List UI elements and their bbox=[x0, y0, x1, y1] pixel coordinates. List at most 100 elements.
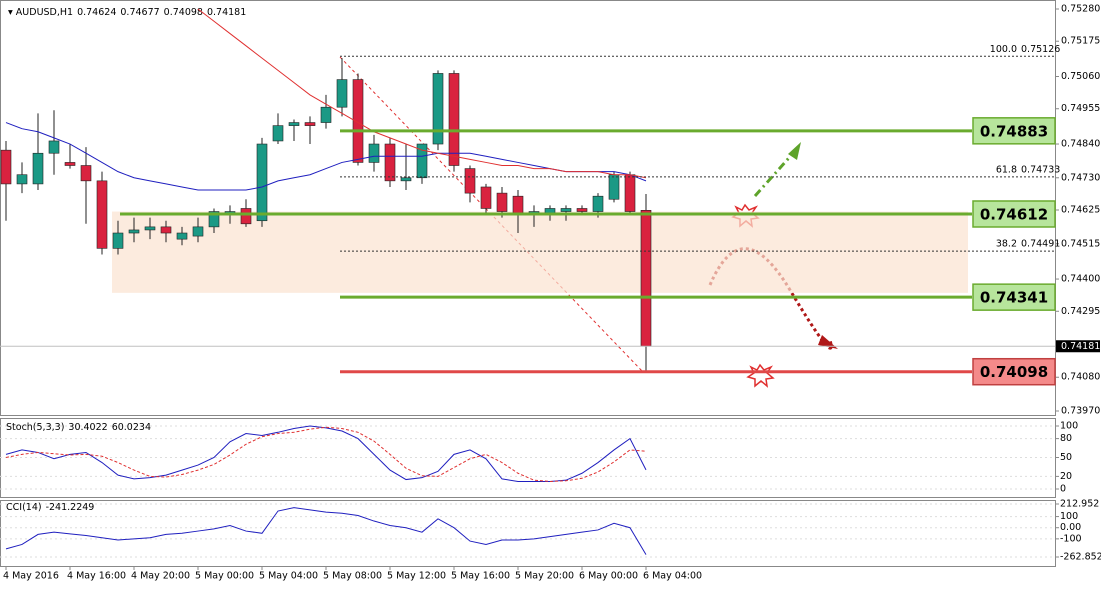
candle-body bbox=[496, 192, 508, 212]
indicator-line bbox=[5, 425, 647, 482]
y-tick-label: 100 bbox=[1060, 511, 1078, 522]
level-label: 0.74612 bbox=[980, 205, 1048, 223]
candle-body bbox=[80, 165, 92, 182]
candle-body bbox=[432, 73, 444, 145]
fib-level: 100.0 bbox=[990, 44, 1017, 55]
y-tick-label: 0.74080 bbox=[1061, 372, 1100, 383]
indicator-label: Stoch(5,3,3) 30.4022 60.0234 bbox=[6, 422, 151, 433]
indicator-value: 60.0234 bbox=[112, 422, 151, 433]
candle-body bbox=[480, 186, 492, 209]
y-tick-label: -262.8524 bbox=[1060, 552, 1101, 563]
y-tick-label: 0.74400 bbox=[1061, 274, 1100, 285]
level-box bbox=[972, 117, 1056, 145]
y-tick-label: 0.73970 bbox=[1061, 406, 1100, 417]
y-tick-label: 100 bbox=[1060, 421, 1078, 432]
candle-body bbox=[192, 226, 204, 237]
x-tick-label: 5 May 00:00 bbox=[195, 571, 254, 582]
y-tick-label: 0.00 bbox=[1060, 522, 1081, 533]
y-tick-label: 0.74625 bbox=[1061, 205, 1100, 216]
candle-body bbox=[64, 162, 76, 166]
candle-body bbox=[624, 174, 636, 212]
indicator-name: CCI(14) bbox=[6, 502, 42, 513]
candle-body bbox=[608, 174, 620, 200]
level-label: 0.74098 bbox=[980, 363, 1048, 381]
level-box bbox=[972, 283, 1056, 311]
x-tick-label: 6 May 00:00 bbox=[579, 571, 638, 582]
candle-body bbox=[208, 211, 220, 228]
candle-body bbox=[592, 195, 604, 212]
candle-body bbox=[48, 140, 60, 154]
y-tick-label: 0.74295 bbox=[1061, 306, 1100, 317]
zone bbox=[112, 211, 968, 293]
y-tick-label: 0 bbox=[1060, 484, 1066, 495]
y-tick-label: 20 bbox=[1060, 471, 1072, 482]
x-tick-label: 4 May 2016 bbox=[3, 571, 59, 582]
candle-body bbox=[288, 122, 300, 126]
symbol: AUDUSD,H1 bbox=[16, 7, 73, 18]
level-label: 0.74341 bbox=[980, 289, 1048, 307]
candle-body bbox=[32, 152, 44, 185]
triangle: ▾ bbox=[8, 7, 16, 18]
down-arrow-head bbox=[818, 335, 838, 349]
y-tick-label: 0.75060 bbox=[1061, 71, 1100, 82]
x-tick-label: 4 May 20:00 bbox=[131, 571, 190, 582]
candle-body bbox=[176, 232, 188, 240]
y-tick-label: 212.952 bbox=[1060, 499, 1099, 510]
candle-body bbox=[240, 208, 252, 225]
candle-body bbox=[464, 168, 476, 194]
close: 0.74181 bbox=[207, 7, 246, 18]
y-tick-label: 0.74955 bbox=[1061, 103, 1100, 114]
moving-average bbox=[197, 8, 647, 179]
y-tick-label: 50 bbox=[1060, 452, 1072, 463]
y-tick-label: 0.74730 bbox=[1061, 172, 1100, 183]
current-price-label: 0.74181 bbox=[1061, 341, 1100, 352]
open: 0.74624 bbox=[77, 7, 116, 18]
indicator-value: -241.2249 bbox=[46, 502, 95, 513]
x-tick-label: 6 May 04:00 bbox=[643, 571, 702, 582]
fib-level: 38.2 bbox=[996, 239, 1017, 250]
candle-body bbox=[352, 79, 364, 163]
candle-body bbox=[512, 195, 524, 215]
indicator-value: 30.4022 bbox=[68, 422, 107, 433]
indicator-line bbox=[5, 507, 647, 555]
candle-body bbox=[272, 125, 284, 142]
candle-body bbox=[256, 143, 268, 222]
x-tick-label: 4 May 16:00 bbox=[67, 571, 126, 582]
candle-body bbox=[304, 122, 316, 126]
high: 0.74677 bbox=[120, 7, 159, 18]
y-tick-label: 0.75175 bbox=[1061, 36, 1100, 47]
current-price-box bbox=[1056, 340, 1100, 353]
x-tick-label: 5 May 12:00 bbox=[387, 571, 446, 582]
x-tick-label: 5 May 08:00 bbox=[323, 571, 382, 582]
moving-average bbox=[5, 122, 647, 191]
candle-body bbox=[160, 226, 172, 234]
candle-body bbox=[16, 174, 28, 185]
candle-body bbox=[320, 106, 332, 123]
indicator-name: Stoch(5,3,3) bbox=[6, 422, 64, 433]
candle-body bbox=[400, 177, 412, 182]
up-arrow bbox=[753, 149, 798, 197]
fib-price: 0.74491 bbox=[1021, 239, 1060, 250]
y-tick-label: 0.74515 bbox=[1061, 238, 1100, 249]
candle-body bbox=[576, 208, 588, 212]
x-tick-label: 5 May 16:00 bbox=[451, 571, 510, 582]
candle-body bbox=[448, 73, 460, 166]
up-arrow-head bbox=[788, 142, 801, 160]
y-tick-label: -100 bbox=[1060, 533, 1082, 544]
level-box bbox=[972, 200, 1056, 228]
x-tick-label: 5 May 20:00 bbox=[515, 571, 574, 582]
candle-body bbox=[416, 143, 428, 179]
header: ▾ AUDUSD,H1 0.74624 0.74677 0.74098 0.74181 bbox=[8, 7, 246, 18]
candle-body bbox=[640, 210, 652, 347]
candle-body bbox=[0, 149, 12, 185]
y-tick-label: 0.74840 bbox=[1061, 139, 1100, 150]
fib-price: 0.74733 bbox=[1021, 164, 1060, 175]
candle-body bbox=[144, 226, 156, 231]
fib-level: 61.8 bbox=[996, 164, 1017, 175]
cci-frame bbox=[0, 500, 1056, 567]
x-tick-label: 5 May 04:00 bbox=[259, 571, 318, 582]
candle-body bbox=[112, 232, 124, 249]
candle-body bbox=[368, 143, 380, 163]
